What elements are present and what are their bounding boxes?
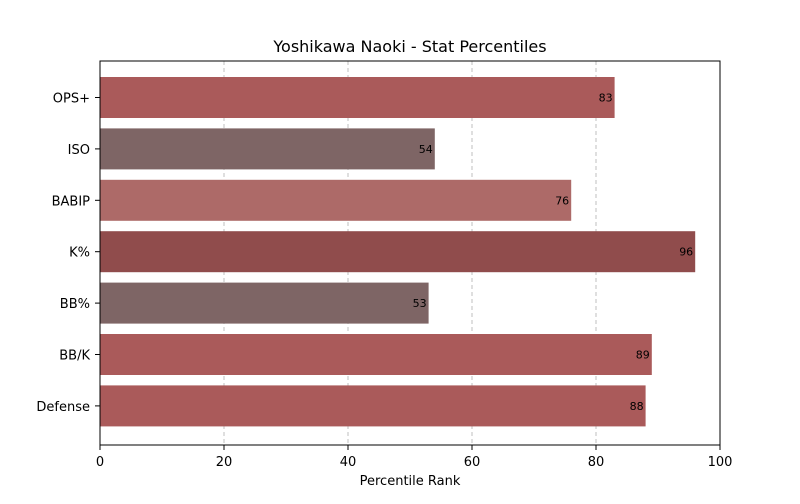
bar-value-label: 89 xyxy=(636,349,650,362)
bar-value-label: 76 xyxy=(555,194,569,207)
bar xyxy=(100,282,429,324)
y-tick-label: BB% xyxy=(60,297,90,312)
y-tick-label: OPS+ xyxy=(53,92,90,107)
bar xyxy=(100,334,652,375)
y-tick-label: K% xyxy=(69,246,90,261)
bar xyxy=(100,77,615,118)
x-tick-label: 0 xyxy=(96,455,104,470)
bar-value-label: 83 xyxy=(599,92,613,105)
x-tick-label: 80 xyxy=(588,455,605,470)
bar xyxy=(100,179,572,221)
y-tick-label: Defense xyxy=(36,400,90,415)
bar-value-label: 88 xyxy=(630,400,644,413)
bar-value-label: 96 xyxy=(679,246,693,259)
y-tick-label: BABIP xyxy=(52,194,91,209)
bars-group: 83 54 76 96 53 89 88 xyxy=(100,77,696,427)
x-axis-label: Percentile Rank xyxy=(360,474,461,489)
x-tick-label: 100 xyxy=(708,455,733,470)
bar xyxy=(100,385,646,427)
bar xyxy=(100,128,435,170)
bar-value-label: 54 xyxy=(419,143,433,156)
y-tick-label: ISO xyxy=(68,143,90,158)
chart-title: Yoshikawa Naoki - Stat Percentiles xyxy=(272,37,546,56)
plot-frame xyxy=(99,60,721,446)
y-tick-label: BB/K xyxy=(59,349,90,364)
x-tick-label: 20 xyxy=(216,455,233,470)
bar-value-label: 53 xyxy=(413,297,427,310)
bar xyxy=(100,231,696,273)
x-tick-label: 40 xyxy=(340,455,357,470)
axes-ticks: 0 20 40 60 80 100 OPS+ ISO BABIP K% BB% BB/K Defense xyxy=(36,92,732,471)
x-tick-label: 60 xyxy=(464,455,481,470)
